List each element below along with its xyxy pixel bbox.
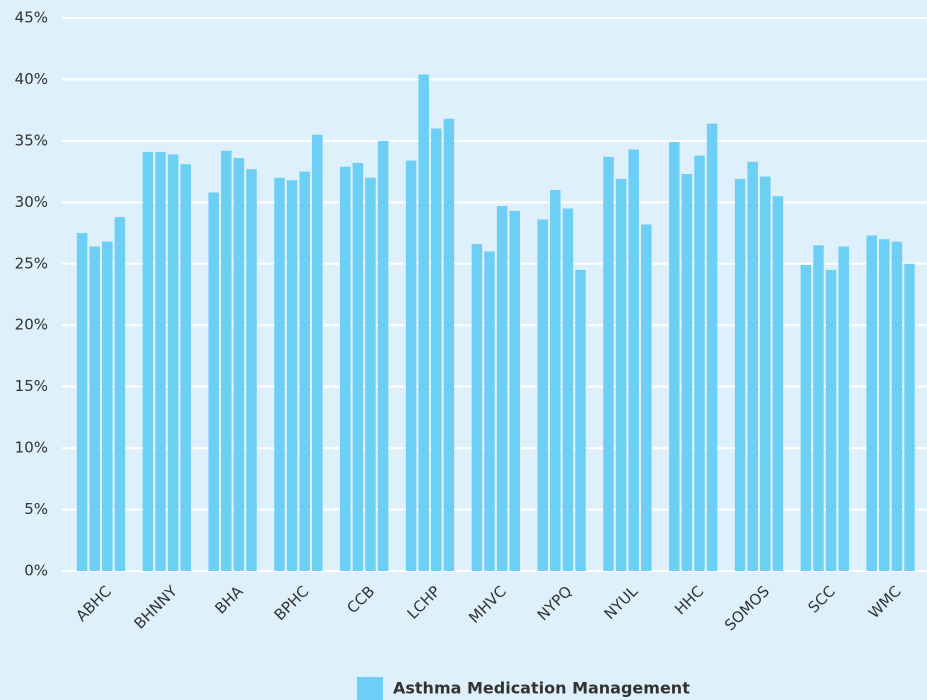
bar	[76, 233, 88, 572]
y-tick-label: 20%	[15, 316, 48, 334]
bar	[431, 128, 442, 571]
y-tick-label: 5%	[24, 500, 48, 518]
bar	[813, 245, 824, 571]
legend-swatch	[357, 677, 383, 700]
bar	[274, 177, 285, 571]
bar	[471, 244, 483, 572]
bar	[603, 156, 614, 571]
bar	[904, 263, 915, 571]
bar	[405, 160, 417, 571]
bar	[114, 217, 126, 571]
y-tick-label: 40%	[15, 70, 48, 88]
bar	[562, 208, 574, 571]
bar	[418, 74, 429, 571]
bar	[628, 149, 639, 572]
bar	[550, 190, 561, 572]
bar	[155, 151, 166, 571]
bar	[377, 140, 389, 571]
bar	[575, 269, 586, 571]
bar	[866, 235, 877, 571]
bar	[681, 174, 693, 571]
bar	[615, 178, 627, 572]
bar	[286, 180, 298, 572]
bar	[760, 176, 771, 571]
bar	[299, 171, 310, 571]
bar	[641, 224, 652, 571]
y-tick-label: 35%	[15, 131, 48, 149]
bar	[312, 134, 323, 571]
bar	[825, 269, 837, 571]
bar	[142, 151, 154, 571]
bar	[246, 169, 257, 572]
y-tick-label: 15%	[15, 377, 48, 395]
y-tick-label: 45%	[15, 9, 48, 27]
bar	[669, 142, 680, 571]
bar	[537, 219, 548, 571]
bar	[800, 265, 812, 571]
y-tick-label: 0%	[24, 562, 48, 580]
bar	[443, 118, 455, 571]
y-tick-label: 10%	[15, 439, 48, 457]
bar	[496, 206, 508, 571]
bar	[208, 192, 219, 571]
y-tick-label: 30%	[15, 193, 48, 211]
bar	[838, 246, 849, 571]
bar	[340, 166, 351, 571]
bar	[167, 154, 179, 571]
bar	[180, 164, 191, 571]
bar	[509, 210, 520, 572]
bar	[891, 241, 903, 571]
bar	[772, 196, 784, 571]
bar	[221, 150, 232, 571]
bar	[734, 178, 746, 572]
bar	[706, 123, 718, 571]
bar	[102, 241, 113, 571]
bar	[879, 239, 890, 571]
bar	[365, 177, 376, 571]
bar	[694, 155, 705, 571]
bar	[484, 251, 495, 571]
bar	[233, 158, 245, 572]
legend-label: Asthma Medication Management	[393, 679, 690, 698]
bar	[89, 246, 100, 571]
y-tick-label: 25%	[15, 254, 48, 272]
bar	[747, 161, 758, 571]
bar	[352, 163, 364, 571]
